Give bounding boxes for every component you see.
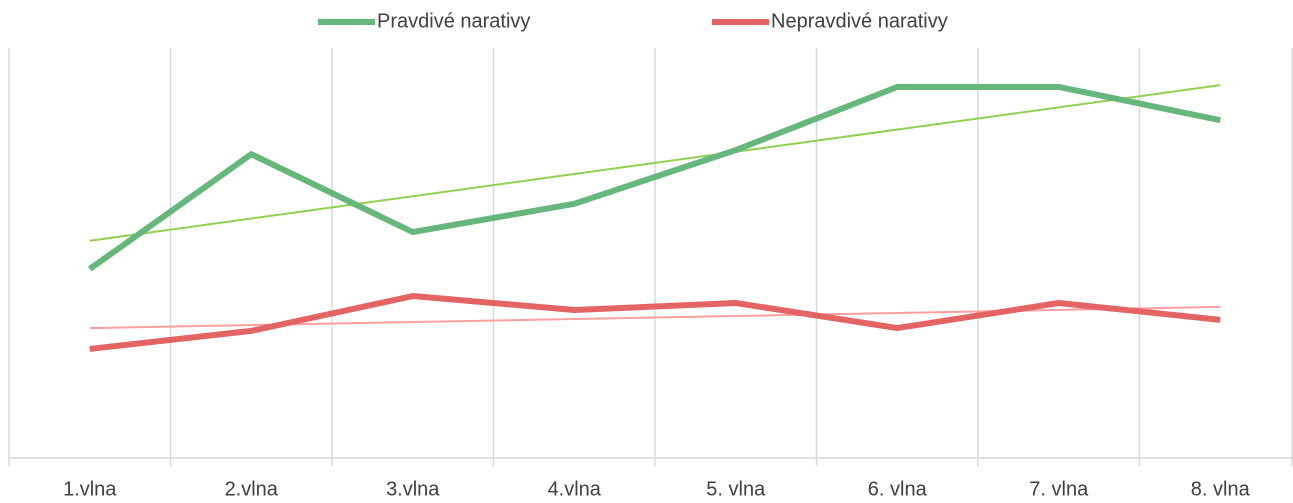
trendline	[89, 84, 1221, 242]
x-tick-label: 1.vlna	[63, 478, 117, 500]
legend-label: Pravdivé narativy	[377, 10, 530, 32]
legend-label: Nepravdivé narativy	[771, 10, 948, 32]
x-tick-label: 2.vlna	[225, 478, 279, 500]
x-tick-label: 3.vlna	[386, 478, 440, 500]
series-line	[88, 83, 1221, 272]
x-tick-label: 4.vlna	[548, 478, 602, 500]
x-tick-label: 5. vlna	[706, 478, 766, 500]
x-tick-label: 7. vlna	[1029, 478, 1089, 500]
x-tick-label: 6. vlna	[868, 478, 928, 500]
x-tick-label: 8. vlna	[1191, 478, 1251, 500]
series-line	[89, 293, 1221, 352]
